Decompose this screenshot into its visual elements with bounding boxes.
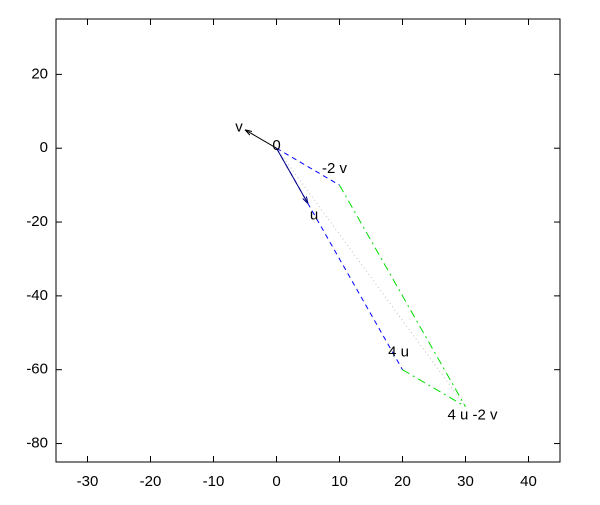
plot-frame [55, 18, 561, 463]
x-tick-label: 0 [272, 473, 280, 490]
y-tick-label: -40 [26, 287, 48, 304]
x-tick-label: 40 [520, 473, 537, 490]
y-tick-label: -20 [26, 213, 48, 230]
point-label: 4 u [388, 344, 409, 361]
point-label: 0 [272, 137, 280, 154]
x-tick-label: 20 [394, 473, 411, 490]
segment [402, 369, 466, 408]
x-tick-label: 30 [457, 473, 474, 490]
point-label: u [310, 207, 318, 224]
segment [276, 147, 466, 407]
y-tick-label: -60 [26, 361, 48, 378]
y-tick-label: 0 [40, 139, 48, 156]
point-label: v [235, 119, 243, 136]
segment [276, 147, 403, 370]
x-tick-label: -30 [77, 473, 99, 490]
x-tick-label: -10 [203, 473, 225, 490]
x-tick-label: -20 [140, 473, 162, 490]
segment [276, 147, 340, 186]
y-tick-label: 20 [31, 65, 48, 82]
point-label: -2 v [322, 160, 348, 177]
vector-arrow [276, 147, 309, 203]
segment [339, 184, 466, 407]
point-label: 4 u -2 v [447, 407, 498, 424]
y-tick-label: -80 [26, 435, 48, 452]
vector-arrow [245, 130, 277, 149]
x-tick-label: 10 [331, 473, 348, 490]
